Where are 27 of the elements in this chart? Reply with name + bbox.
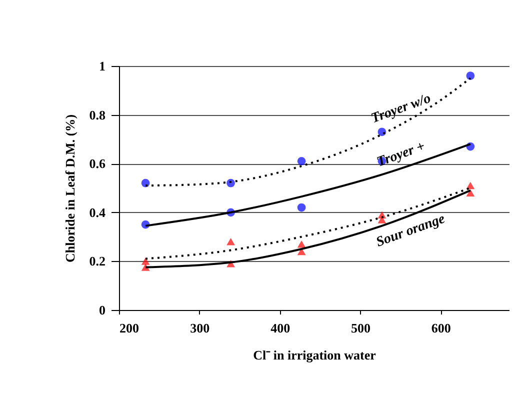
y-tick-label: 0.8 <box>89 107 106 122</box>
x-tick-label: 200 <box>120 320 139 336</box>
point <box>297 156 306 166</box>
point <box>466 72 475 80</box>
x-axis-title: Cl⁻ in irrigation water <box>253 348 376 362</box>
point <box>141 258 150 265</box>
y-tick-label: 0.6 <box>89 156 106 172</box>
x-tick-label: 300 <box>190 320 210 336</box>
x-tick-label: 600 <box>431 320 451 336</box>
x-tick-label: 400 <box>270 320 290 336</box>
point <box>297 240 306 248</box>
text: Troyer + <box>375 139 428 170</box>
text: Sour orange <box>374 212 448 250</box>
point <box>378 216 386 224</box>
text: Troyer w/o <box>369 91 433 127</box>
y-tick-label: 0.4 <box>89 204 106 220</box>
point <box>466 189 475 197</box>
x-tick-label: 500 <box>350 320 370 336</box>
point <box>378 128 386 136</box>
y-tick-label: 0 <box>99 302 106 318</box>
point <box>226 178 235 188</box>
y-tick-label: 0.2 <box>89 254 106 269</box>
point <box>226 238 235 246</box>
point <box>141 178 150 188</box>
y-axis-title: Chloride in Leaf D.M. (%) <box>62 114 78 263</box>
y-tick-label: 1 <box>99 58 106 74</box>
point <box>297 203 306 212</box>
